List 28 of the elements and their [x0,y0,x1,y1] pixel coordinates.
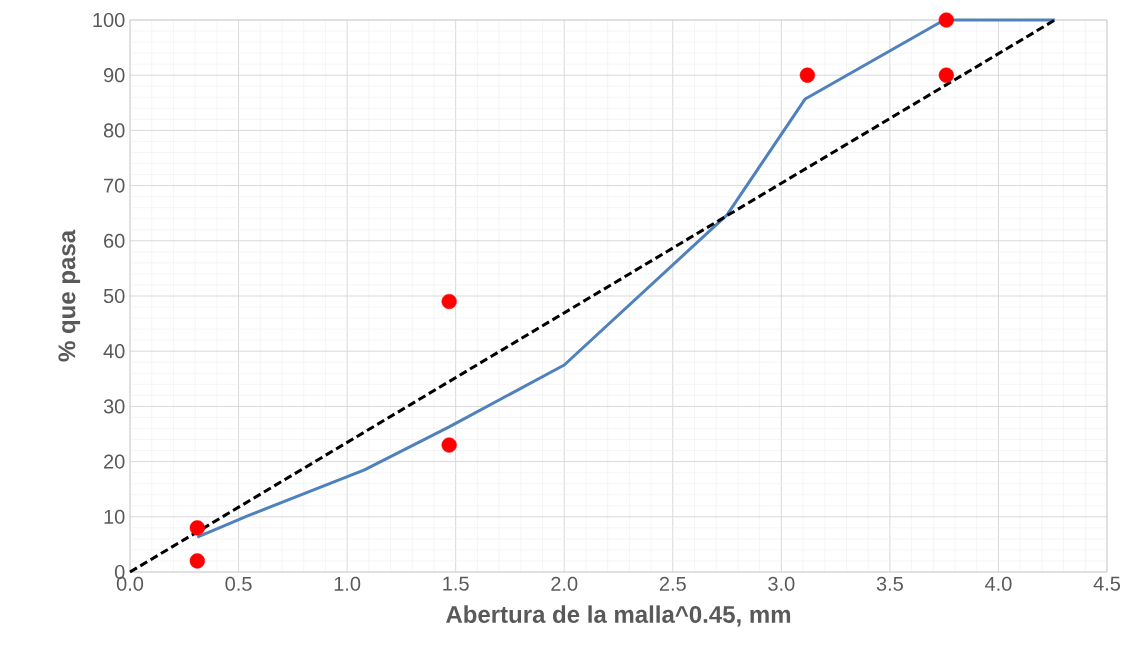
x-tick-label: 1.5 [443,576,469,591]
y-tick-label: 30 [103,399,125,414]
x-tick-label: 2.0 [551,576,578,591]
x-tick-label: 0.5 [225,576,252,591]
x-tick-label: 2.5 [659,576,686,591]
y-tick-label: 60 [104,233,125,248]
x-tick-label: 3.0 [768,576,795,591]
y-tick-label: 10 [104,509,125,524]
y-tick-label: 40 [103,344,125,359]
y-tick-label: 50 [103,288,125,304]
point [441,293,457,310]
x-tick-label: 1.0 [334,576,361,591]
x-tick-label: 4.0 [985,576,1012,591]
x-tick-label: 3.5 [876,576,903,591]
point [799,67,815,83]
point [441,437,457,453]
y-tick-label: 20 [104,454,125,469]
point [938,12,954,28]
point [938,67,954,83]
y-axis-title: % que pasa [58,229,81,362]
point [189,520,205,536]
x-axis-title: Abertura de la malla^0.45, mm [446,605,791,627]
x-tick-label: 4.5 [1093,576,1121,591]
y-tick-label: 90 [103,68,125,83]
y-tick-label: 100 [93,12,125,28]
point [189,553,205,569]
y-tick-label: 70 [104,178,125,193]
y-tick-label: 80 [103,123,125,138]
